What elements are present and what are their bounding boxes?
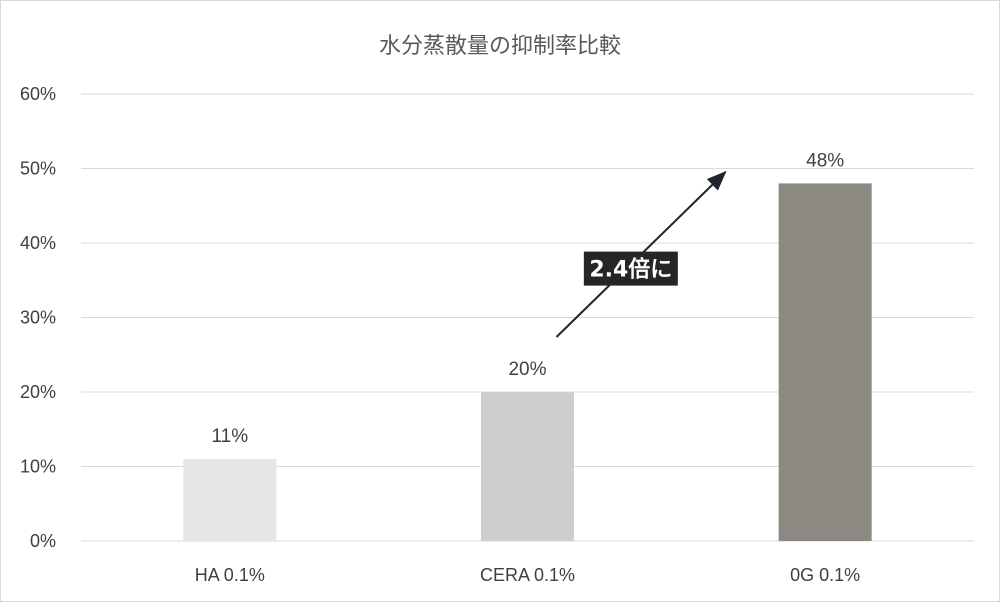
chart-title: 水分蒸散量の抑制率比較 — [379, 34, 621, 59]
bar — [183, 459, 277, 541]
data-label: 11% — [212, 426, 249, 447]
data-labels: 11% 20% 48% — [212, 150, 845, 447]
category-label: 0G 0.1% — [790, 565, 860, 585]
data-label: 48% — [806, 150, 844, 171]
annotation-box — [583, 251, 678, 286]
y-tick-label: 30% — [20, 308, 56, 328]
category-label: HA 0.1% — [195, 565, 265, 585]
y-tick-label: 0% — [30, 531, 56, 551]
y-tick-label: 60% — [20, 84, 56, 104]
y-tick-label: 20% — [20, 382, 56, 402]
y-axis-ticks: 0% 10% 20% 30% 40% 50% 60% — [20, 84, 56, 551]
y-tick-label: 10% — [20, 457, 56, 477]
category-labels: HA 0.1% CERA 0.1% 0G 0.1% — [195, 565, 860, 585]
y-tick-label: 40% — [20, 233, 56, 253]
data-label: 20% — [508, 359, 546, 380]
annotation-label: 2.4倍に — [589, 257, 672, 283]
growth-annotation: 2.4倍に — [555, 170, 727, 338]
bar — [481, 392, 574, 541]
category-label: CERA 0.1% — [480, 565, 575, 585]
y-tick-label: 50% — [20, 159, 56, 179]
bar — [778, 183, 872, 541]
bars — [183, 183, 872, 541]
